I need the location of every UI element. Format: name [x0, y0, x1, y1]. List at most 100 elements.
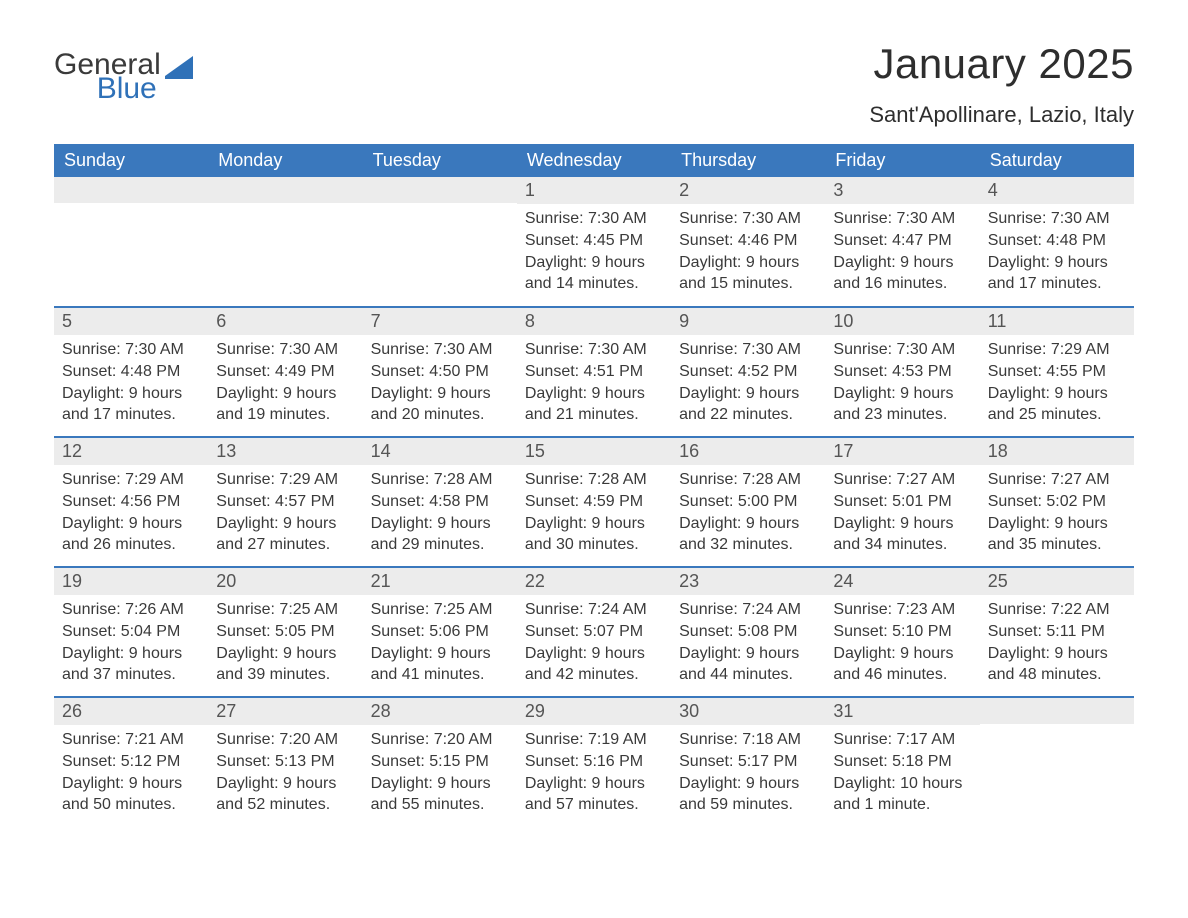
- day-number: 13: [208, 438, 362, 465]
- day-number: 27: [208, 698, 362, 725]
- day-sunrise: Sunrise: 7:26 AM: [62, 599, 200, 621]
- calendar-day-cell: 8Sunrise: 7:30 AMSunset: 4:51 PMDaylight…: [517, 307, 671, 437]
- day-sunset: Sunset: 5:00 PM: [679, 491, 817, 513]
- day-number: 22: [517, 568, 671, 595]
- calendar-day-cell: 17Sunrise: 7:27 AMSunset: 5:01 PMDayligh…: [825, 437, 979, 567]
- calendar-day-cell: 1Sunrise: 7:30 AMSunset: 4:45 PMDaylight…: [517, 177, 671, 307]
- day-details: Sunrise: 7:23 AMSunset: 5:10 PMDaylight:…: [825, 595, 979, 691]
- day-details: Sunrise: 7:26 AMSunset: 5:04 PMDaylight:…: [54, 595, 208, 691]
- day-dl1: Daylight: 9 hours: [679, 252, 817, 274]
- calendar-day-cell: [208, 177, 362, 307]
- day-dl1: Daylight: 9 hours: [679, 513, 817, 535]
- calendar-day-cell: 25Sunrise: 7:22 AMSunset: 5:11 PMDayligh…: [980, 567, 1134, 697]
- day-dl1: Daylight: 9 hours: [679, 383, 817, 405]
- calendar-day-cell: 27Sunrise: 7:20 AMSunset: 5:13 PMDayligh…: [208, 697, 362, 827]
- day-sunrise: Sunrise: 7:30 AM: [679, 339, 817, 361]
- day-dl1: Daylight: 9 hours: [833, 252, 971, 274]
- day-details: Sunrise: 7:27 AMSunset: 5:02 PMDaylight:…: [980, 465, 1134, 561]
- calendar-day-cell: 16Sunrise: 7:28 AMSunset: 5:00 PMDayligh…: [671, 437, 825, 567]
- day-details: Sunrise: 7:24 AMSunset: 5:08 PMDaylight:…: [671, 595, 825, 691]
- day-dl2: and 30 minutes.: [525, 534, 663, 556]
- day-dl1: Daylight: 9 hours: [371, 383, 509, 405]
- day-dl2: and 1 minute.: [833, 794, 971, 816]
- calendar-week-row: 26Sunrise: 7:21 AMSunset: 5:12 PMDayligh…: [54, 697, 1134, 827]
- day-number: 25: [980, 568, 1134, 595]
- day-sunset: Sunset: 5:08 PM: [679, 621, 817, 643]
- day-dl2: and 22 minutes.: [679, 404, 817, 426]
- calendar-day-cell: 7Sunrise: 7:30 AMSunset: 4:50 PMDaylight…: [363, 307, 517, 437]
- day-details: Sunrise: 7:30 AMSunset: 4:52 PMDaylight:…: [671, 335, 825, 431]
- location-subtitle: Sant'Apollinare, Lazio, Italy: [869, 102, 1134, 128]
- day-sunset: Sunset: 5:07 PM: [525, 621, 663, 643]
- calendar-day-cell: 28Sunrise: 7:20 AMSunset: 5:15 PMDayligh…: [363, 697, 517, 827]
- day-details: Sunrise: 7:29 AMSunset: 4:55 PMDaylight:…: [980, 335, 1134, 431]
- day-dl1: Daylight: 9 hours: [525, 252, 663, 274]
- day-dl2: and 34 minutes.: [833, 534, 971, 556]
- calendar-day-cell: 31Sunrise: 7:17 AMSunset: 5:18 PMDayligh…: [825, 697, 979, 827]
- day-number: 26: [54, 698, 208, 725]
- day-number: 4: [980, 177, 1134, 204]
- calendar-day-cell: 4Sunrise: 7:30 AMSunset: 4:48 PMDaylight…: [980, 177, 1134, 307]
- day-details: Sunrise: 7:30 AMSunset: 4:49 PMDaylight:…: [208, 335, 362, 431]
- day-sunset: Sunset: 4:59 PM: [525, 491, 663, 513]
- day-sunset: Sunset: 4:53 PM: [833, 361, 971, 383]
- day-details: Sunrise: 7:30 AMSunset: 4:51 PMDaylight:…: [517, 335, 671, 431]
- day-number: [208, 177, 362, 203]
- day-sunrise: Sunrise: 7:30 AM: [833, 208, 971, 230]
- day-number: 5: [54, 308, 208, 335]
- day-sunrise: Sunrise: 7:20 AM: [371, 729, 509, 751]
- day-number: 12: [54, 438, 208, 465]
- calendar-day-cell: 26Sunrise: 7:21 AMSunset: 5:12 PMDayligh…: [54, 697, 208, 827]
- calendar-day-cell: 10Sunrise: 7:30 AMSunset: 4:53 PMDayligh…: [825, 307, 979, 437]
- day-dl1: Daylight: 9 hours: [525, 383, 663, 405]
- day-dl1: Daylight: 9 hours: [988, 252, 1126, 274]
- day-sunset: Sunset: 5:11 PM: [988, 621, 1126, 643]
- weekday-header: Tuesday: [363, 144, 517, 177]
- day-number: 9: [671, 308, 825, 335]
- calendar-day-cell: 29Sunrise: 7:19 AMSunset: 5:16 PMDayligh…: [517, 697, 671, 827]
- day-dl2: and 21 minutes.: [525, 404, 663, 426]
- calendar-day-cell: 15Sunrise: 7:28 AMSunset: 4:59 PMDayligh…: [517, 437, 671, 567]
- day-sunrise: Sunrise: 7:30 AM: [833, 339, 971, 361]
- day-number: 8: [517, 308, 671, 335]
- day-details: Sunrise: 7:20 AMSunset: 5:15 PMDaylight:…: [363, 725, 517, 821]
- day-sunset: Sunset: 4:57 PM: [216, 491, 354, 513]
- day-dl2: and 32 minutes.: [679, 534, 817, 556]
- day-dl2: and 42 minutes.: [525, 664, 663, 686]
- day-number: 24: [825, 568, 979, 595]
- day-dl2: and 25 minutes.: [988, 404, 1126, 426]
- day-sunrise: Sunrise: 7:30 AM: [525, 208, 663, 230]
- day-dl1: Daylight: 9 hours: [62, 773, 200, 795]
- day-dl1: Daylight: 9 hours: [833, 513, 971, 535]
- day-number: [980, 698, 1134, 724]
- day-sunrise: Sunrise: 7:23 AM: [833, 599, 971, 621]
- day-number: 7: [363, 308, 517, 335]
- day-sunrise: Sunrise: 7:30 AM: [679, 208, 817, 230]
- day-sunset: Sunset: 5:12 PM: [62, 751, 200, 773]
- day-dl2: and 48 minutes.: [988, 664, 1126, 686]
- day-dl2: and 16 minutes.: [833, 273, 971, 295]
- calendar-day-cell: 24Sunrise: 7:23 AMSunset: 5:10 PMDayligh…: [825, 567, 979, 697]
- calendar-day-cell: [54, 177, 208, 307]
- day-details: Sunrise: 7:30 AMSunset: 4:46 PMDaylight:…: [671, 204, 825, 300]
- day-dl1: Daylight: 9 hours: [62, 643, 200, 665]
- day-sunrise: Sunrise: 7:29 AM: [216, 469, 354, 491]
- day-sunrise: Sunrise: 7:19 AM: [525, 729, 663, 751]
- calendar-day-cell: 2Sunrise: 7:30 AMSunset: 4:46 PMDaylight…: [671, 177, 825, 307]
- day-details: Sunrise: 7:29 AMSunset: 4:56 PMDaylight:…: [54, 465, 208, 561]
- calendar-day-cell: 23Sunrise: 7:24 AMSunset: 5:08 PMDayligh…: [671, 567, 825, 697]
- day-dl2: and 26 minutes.: [62, 534, 200, 556]
- day-dl1: Daylight: 9 hours: [525, 773, 663, 795]
- day-details: Sunrise: 7:18 AMSunset: 5:17 PMDaylight:…: [671, 725, 825, 821]
- calendar-day-cell: 9Sunrise: 7:30 AMSunset: 4:52 PMDaylight…: [671, 307, 825, 437]
- calendar-table: SundayMondayTuesdayWednesdayThursdayFrid…: [54, 144, 1134, 827]
- day-details: Sunrise: 7:22 AMSunset: 5:11 PMDaylight:…: [980, 595, 1134, 691]
- day-sunset: Sunset: 5:10 PM: [833, 621, 971, 643]
- day-number: 28: [363, 698, 517, 725]
- day-dl1: Daylight: 9 hours: [833, 383, 971, 405]
- day-sunrise: Sunrise: 7:24 AM: [525, 599, 663, 621]
- calendar-body: 1Sunrise: 7:30 AMSunset: 4:45 PMDaylight…: [54, 177, 1134, 827]
- day-sunrise: Sunrise: 7:25 AM: [371, 599, 509, 621]
- day-dl2: and 27 minutes.: [216, 534, 354, 556]
- brand-logo: General Blue: [54, 50, 193, 104]
